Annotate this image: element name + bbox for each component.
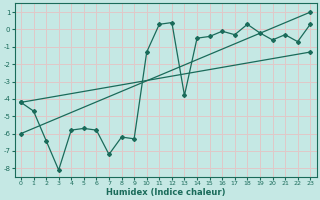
X-axis label: Humidex (Indice chaleur): Humidex (Indice chaleur) <box>106 188 225 197</box>
